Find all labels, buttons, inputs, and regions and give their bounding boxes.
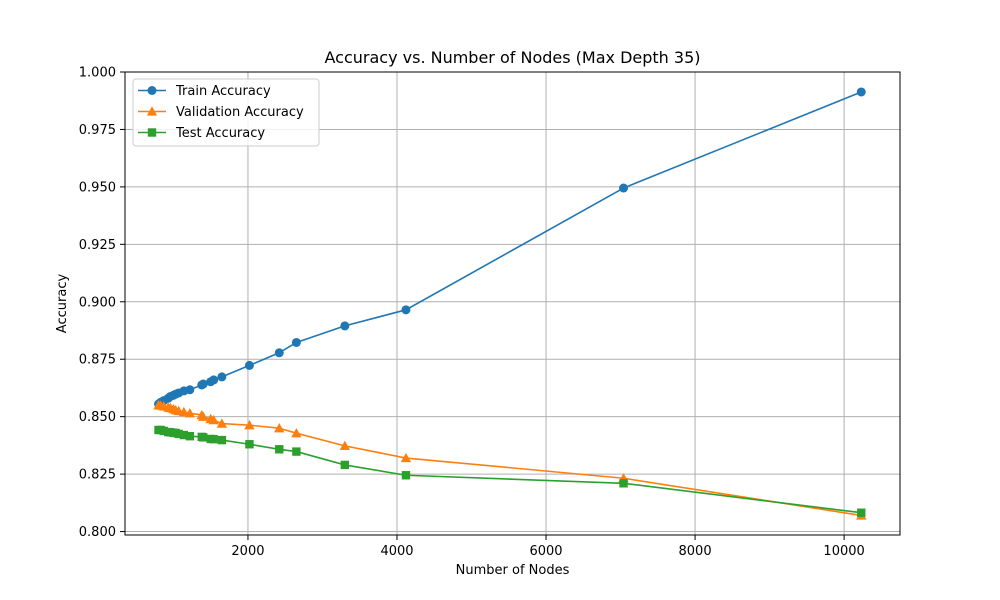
data-point-train bbox=[340, 321, 350, 331]
data-point-test bbox=[185, 431, 195, 441]
series-test bbox=[154, 425, 866, 517]
data-point-test bbox=[245, 440, 254, 449]
data-point-test bbox=[619, 479, 628, 488]
y-axis-label: Accuracy bbox=[55, 274, 70, 334]
data-point-validation bbox=[291, 428, 302, 438]
y-tick-label: 0.975 bbox=[79, 123, 116, 138]
legend-label: Validation Accuracy bbox=[176, 105, 304, 120]
x-axis-label: Number of Nodes bbox=[456, 563, 570, 578]
data-point-validation bbox=[184, 408, 196, 418]
data-point-test bbox=[857, 508, 866, 517]
x-tick-label: 8000 bbox=[679, 544, 712, 559]
data-point-train bbox=[185, 385, 195, 395]
y-tick-label: 0.875 bbox=[79, 353, 116, 368]
y-tick-label: 0.800 bbox=[79, 525, 116, 540]
y-tick-label: 0.925 bbox=[79, 238, 116, 253]
legend-box bbox=[132, 78, 320, 147]
x-tick-label: 6000 bbox=[529, 544, 562, 559]
y-tick-label: 0.900 bbox=[79, 295, 116, 310]
data-point-validation bbox=[216, 418, 228, 428]
series-line-test bbox=[158, 429, 862, 514]
y-tick-label: 0.950 bbox=[79, 180, 116, 195]
data-point-train bbox=[198, 379, 208, 389]
data-point-test bbox=[199, 433, 208, 442]
data-point-test bbox=[217, 435, 227, 445]
series-train bbox=[154, 87, 866, 409]
y-tick-label: 0.825 bbox=[79, 468, 116, 483]
legend-item-test: Test Accuracy bbox=[138, 126, 265, 141]
plot-frame bbox=[124, 71, 901, 536]
legend-label: Train Accuracy bbox=[175, 84, 271, 99]
data-point-test bbox=[159, 426, 168, 436]
data-point-test bbox=[401, 471, 411, 480]
legend-label: Test Accuracy bbox=[175, 126, 265, 141]
legend-marker bbox=[147, 128, 157, 137]
data-point-validation bbox=[339, 440, 351, 451]
data-point-test bbox=[340, 460, 350, 470]
legend-marker bbox=[146, 106, 158, 116]
x-tick-label: 4000 bbox=[380, 544, 413, 559]
legend-item-validation: Validation Accuracy bbox=[138, 105, 304, 120]
x-tick-label: 2000 bbox=[231, 544, 264, 559]
series-layer bbox=[153, 87, 867, 520]
data-point-validation bbox=[178, 406, 190, 417]
data-point-validation bbox=[244, 419, 255, 430]
y-tick-label: 1.000 bbox=[79, 66, 116, 81]
data-point-test bbox=[179, 430, 189, 440]
data-point-test bbox=[174, 429, 183, 439]
data-point-train bbox=[619, 183, 629, 193]
data-point-validation bbox=[198, 411, 209, 421]
data-point-train bbox=[401, 305, 411, 315]
tick-layer: 2000 4000 6000 8000 10000 0.800 0.825 0.850 0.87… bbox=[79, 66, 865, 560]
data-point-train bbox=[209, 375, 219, 385]
data-point-validation bbox=[208, 414, 219, 425]
data-point-test bbox=[209, 434, 218, 444]
data-point-train bbox=[244, 360, 254, 370]
data-point-train bbox=[217, 372, 227, 382]
series-validation bbox=[153, 399, 867, 520]
legend: Train Accuracy Validation Accuracy Test Ac… bbox=[132, 78, 320, 147]
legend-item-train: Train Accuracy bbox=[138, 84, 271, 99]
data-point-train bbox=[274, 348, 284, 358]
data-point-validation bbox=[274, 422, 285, 433]
data-point-train bbox=[856, 87, 866, 97]
data-point-test bbox=[275, 445, 284, 454]
data-point-train bbox=[291, 337, 301, 347]
x-tick-label: 10000 bbox=[823, 544, 864, 559]
legend-marker bbox=[147, 86, 157, 95]
data-point-validation bbox=[400, 452, 412, 463]
chart-title: Accuracy vs. Number of Nodes (Max Depth … bbox=[325, 48, 701, 67]
data-point-test bbox=[292, 447, 301, 456]
y-tick-label: 0.850 bbox=[79, 410, 116, 425]
